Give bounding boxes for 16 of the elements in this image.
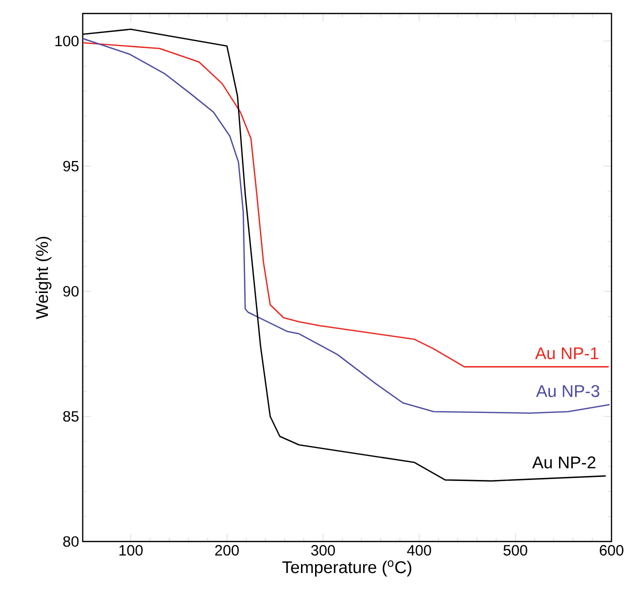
x-tick-label: 200 <box>215 545 239 556</box>
y-tick-label: 100 <box>55 36 79 46</box>
x-tick-label: 300 <box>311 545 335 556</box>
series-label: Au NP-3 <box>536 385 600 398</box>
x-axis-title: Temperature ($^{o}$C) <box>282 560 412 577</box>
series-label: Au NP-2 <box>532 456 596 468</box>
y-tick-label: 80 <box>63 536 79 547</box>
x-tick-label: 600 <box>600 545 624 556</box>
y-tick-label: 95 <box>63 160 79 172</box>
y-tick-label: 85 <box>63 411 79 422</box>
series-label: Au NP-1 <box>535 347 598 360</box>
x-tick-label: 400 <box>407 545 432 556</box>
y-axis-title: Weight (%) <box>36 236 52 320</box>
y-tick-label: 90 <box>63 286 79 297</box>
x-tick-label: 100 <box>119 545 143 556</box>
x-tick-label: 500 <box>503 545 528 556</box>
